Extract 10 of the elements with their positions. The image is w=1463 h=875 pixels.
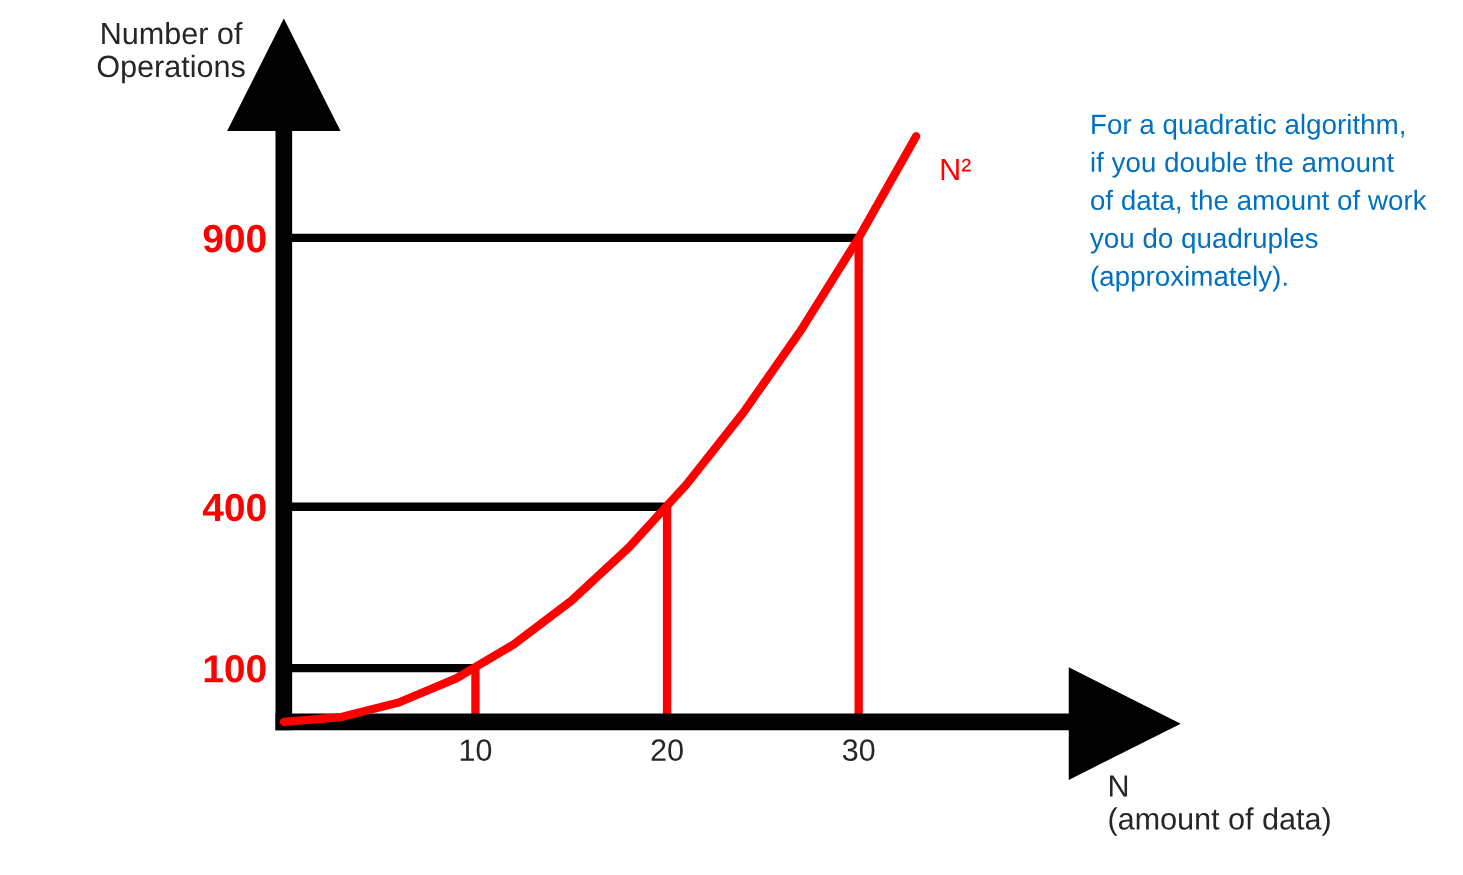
y-axis-title: Number of Operations bbox=[97, 21, 245, 84]
text: For a quadratic algorithm, if you double the amount of data, the amount of work you do quadruples (approximately). bbox=[1090, 113, 1427, 292]
y-tick-label: 400 bbox=[202, 493, 266, 522]
x-tick-label: 10 bbox=[460, 739, 492, 761]
y-tick-label: 100 bbox=[204, 655, 266, 683]
x-tick-label: 20 bbox=[651, 739, 683, 761]
x-tick-label: 30 bbox=[842, 739, 875, 761]
y-tick-label: 900 bbox=[203, 224, 266, 253]
x-axis-title: N (amount of data) bbox=[1109, 775, 1330, 836]
series-label: N² bbox=[941, 158, 971, 180]
